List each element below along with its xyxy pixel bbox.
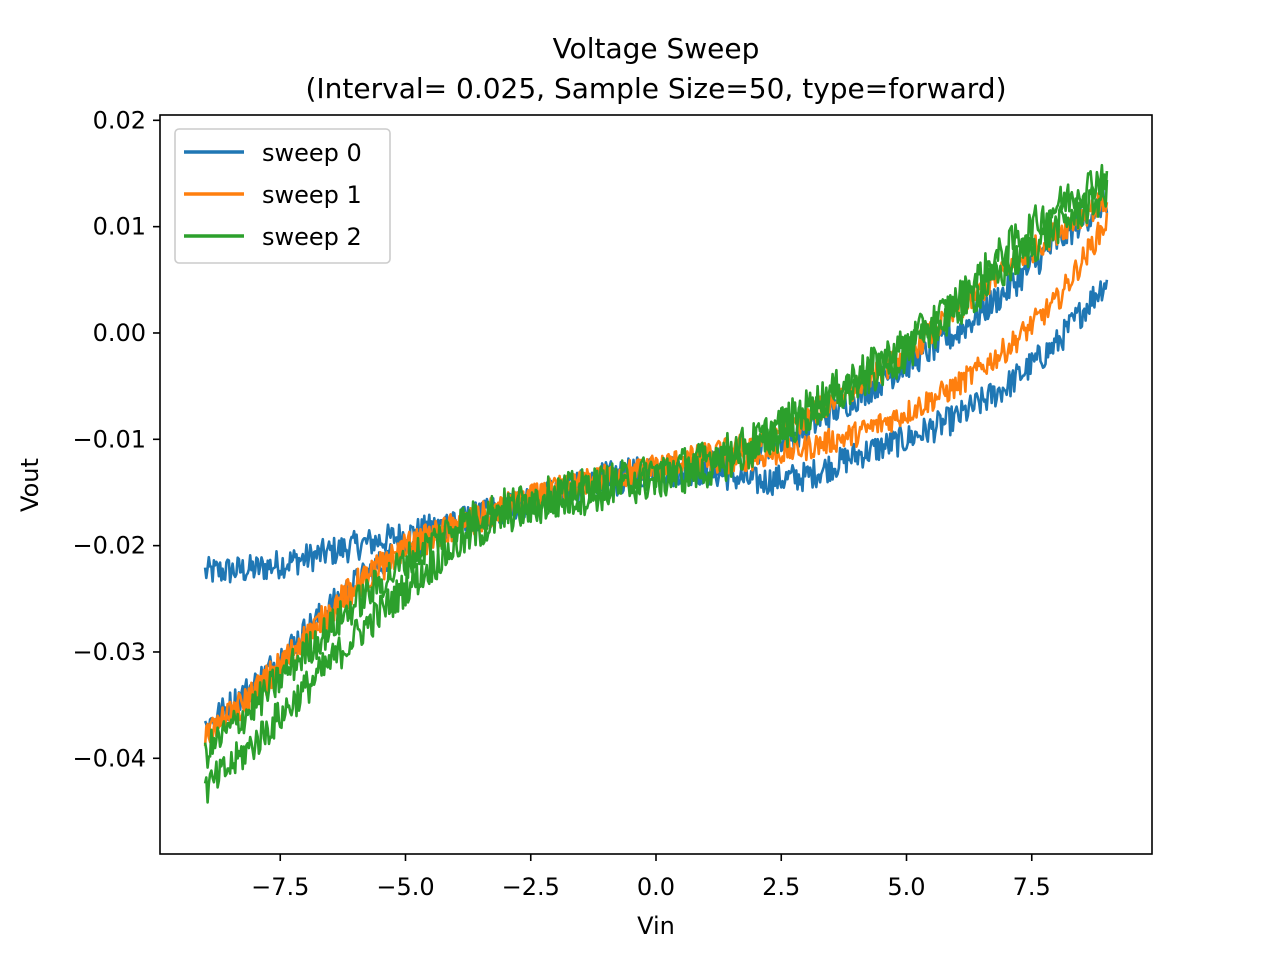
- y-tick-label: 0.01: [93, 213, 146, 241]
- chart-title: Voltage Sweep: [553, 32, 760, 65]
- x-tick-label: 2.5: [762, 873, 800, 901]
- y-axis-label: Vout: [16, 458, 44, 512]
- legend-box: [174, 128, 391, 264]
- x-tick-label: 0.0: [637, 873, 675, 901]
- series-layer: [203, 163, 1109, 804]
- x-tick-label: −7.5: [251, 873, 309, 901]
- x-axis-ticks: −7.5 −5.0 −2.5 0.0 2.5 5.0 7.5: [251, 854, 1051, 901]
- legend: sweep 0 sweep 1 sweep 2: [174, 128, 391, 264]
- legend-label-sweep-1: sweep 1: [262, 181, 362, 209]
- series-line-sweep-2-branch-1: [203, 163, 1109, 769]
- y-tick-label: −0.04: [72, 744, 146, 772]
- x-tick-label: −2.5: [502, 873, 560, 901]
- x-axis-label: Vin: [637, 912, 675, 940]
- y-tick-label: 0.00: [93, 319, 146, 347]
- x-tick-label: 7.5: [1013, 873, 1051, 901]
- y-axis-ticks: −0.04 −0.03 −0.02 −0.01 0.00 0.01 0.02: [72, 106, 160, 772]
- y-tick-label: −0.02: [72, 532, 146, 560]
- x-tick-label: 5.0: [887, 873, 925, 901]
- y-tick-label: −0.03: [72, 638, 146, 666]
- x-tick-label: −5.0: [376, 873, 434, 901]
- y-tick-label: 0.02: [93, 106, 146, 134]
- legend-label-sweep-0: sweep 0: [262, 139, 362, 167]
- legend-label-sweep-2: sweep 2: [262, 223, 362, 251]
- series-sweep-2: [203, 163, 1109, 804]
- y-tick-label: −0.01: [72, 425, 146, 453]
- chart-subtitle: (Interval= 0.025, Sample Size=50, type=f…: [305, 72, 1006, 105]
